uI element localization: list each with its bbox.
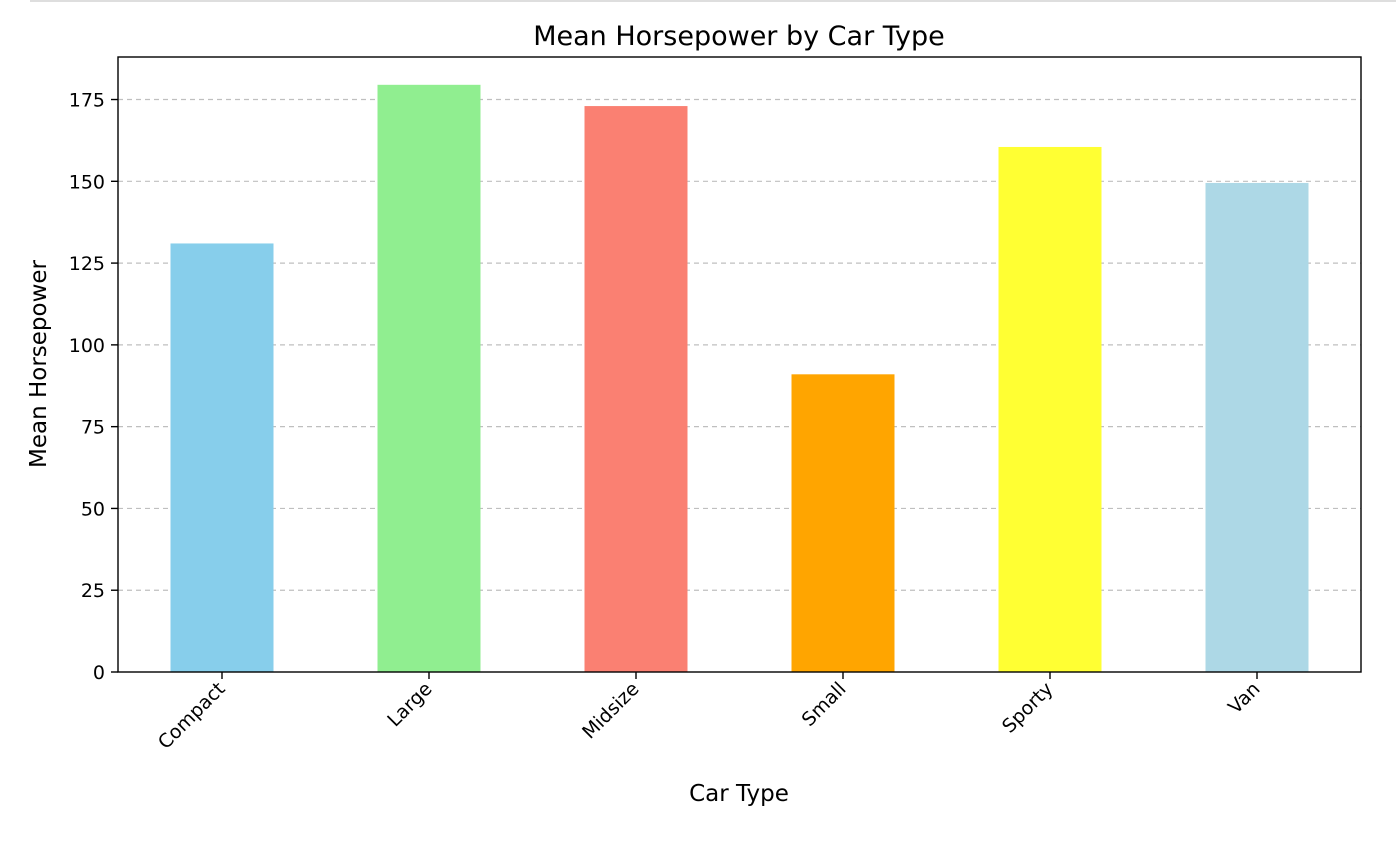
x-tick-label: Compact [154,678,230,754]
y-tick-label: 175 [69,90,105,112]
y-tick-label: 150 [69,171,105,193]
y-tick-label: 100 [69,335,105,357]
grid-lines [118,98,1361,591]
bar-midsize [584,106,688,672]
x-tick-label: Small [798,678,851,731]
x-tick-label: Large [383,678,436,731]
y-tick-label: 25 [81,580,105,602]
y-tick-label: 125 [69,253,105,275]
bar-small [791,374,895,672]
y-axis-label: Mean Horsepower [26,259,52,468]
x-tick-label: Sporty [998,678,1058,738]
bar-sporty [998,146,1102,673]
chart-title: Mean Horsepower by Car Type [533,21,945,52]
plot-frame [117,56,1362,673]
y-tick-label: 50 [81,498,105,520]
x-axis: Compact Large Midsize Small Sporty Van [154,672,1265,754]
x-tick-label: Midsize [578,678,643,743]
x-tick-label: Van [1224,678,1264,718]
x-axis-label: Car Type [689,781,789,807]
y-tick-label: 75 [81,417,105,439]
bar-large [377,84,481,673]
bars [170,84,1309,673]
bar-compact [170,243,274,672]
y-tick-label: 0 [93,662,105,684]
top-divider [30,0,1396,2]
y-axis: 0 25 50 75 100 125 150 175 [69,90,118,684]
bar-van [1205,182,1309,672]
